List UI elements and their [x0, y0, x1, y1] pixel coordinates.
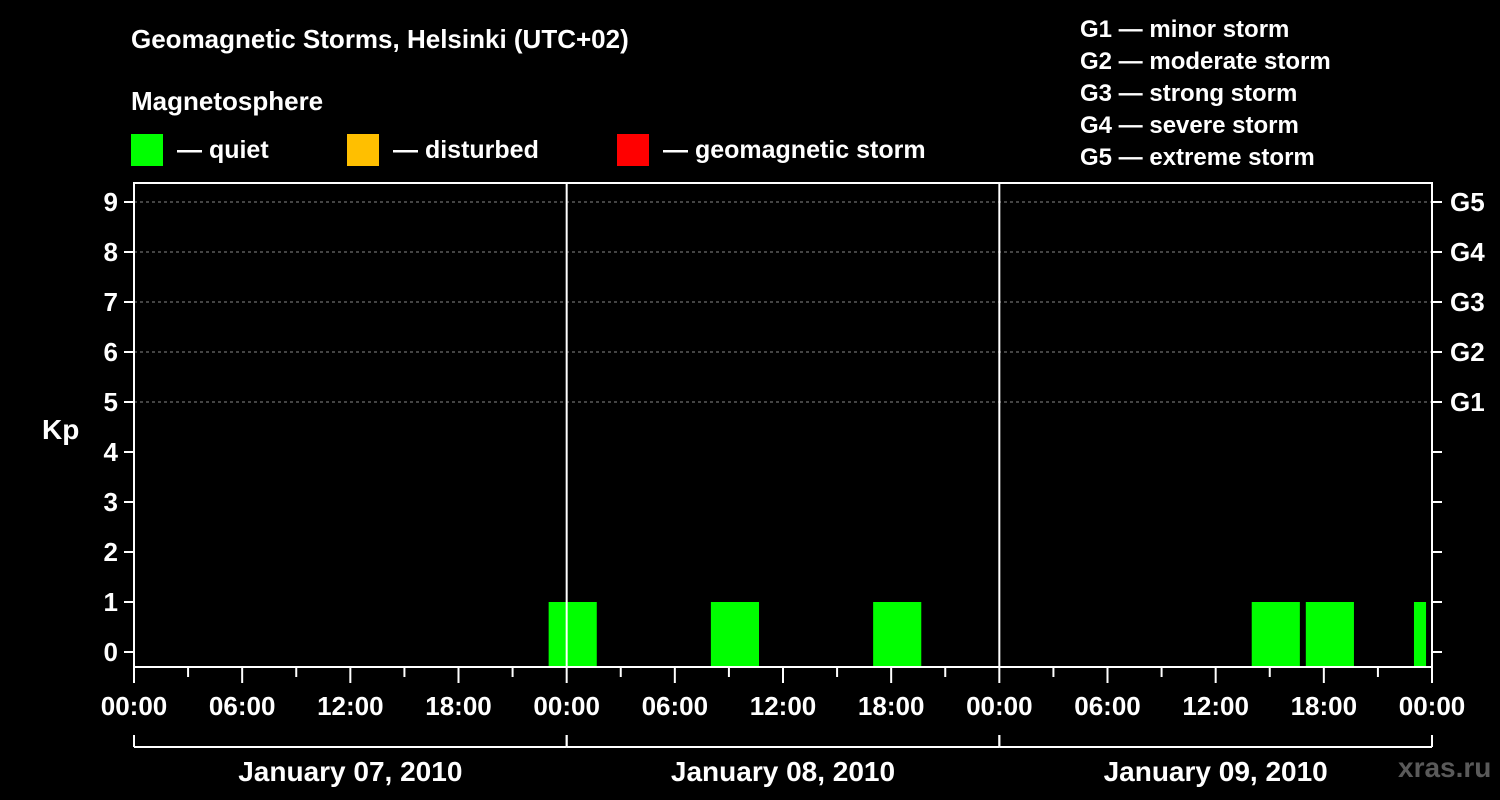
- storm-scale-g5: G5 — extreme storm: [1080, 144, 1315, 171]
- x-tick-label-48h: 00:00: [966, 691, 1033, 721]
- right-axis-label-g4: G4: [1450, 237, 1485, 267]
- legend-item-quiet: — quiet: [131, 134, 269, 166]
- kp-bar-5: [1305, 602, 1354, 667]
- day-label-2: January 08, 2010: [671, 756, 895, 787]
- x-tick-label-42h: 18:00: [858, 691, 925, 721]
- storm-scale-g2: G2 — moderate storm: [1080, 48, 1331, 75]
- legend-swatch-storm: [617, 134, 649, 166]
- y-tick-label-9: 9: [104, 187, 118, 217]
- x-tick-label-72h: 00:00: [1399, 691, 1466, 721]
- plot-frame: [133, 182, 1433, 668]
- right-axis-label-g5: G5: [1450, 187, 1485, 217]
- legend-item-storm: — geomagnetic storm: [617, 134, 926, 166]
- storm-scale-key: G1 — minor storm G2 — moderate storm G3 …: [1080, 14, 1331, 174]
- kp-bar-6: [1413, 602, 1427, 667]
- legend-label-disturbed: — disturbed: [393, 135, 539, 164]
- kp-bar-2: [710, 602, 760, 667]
- storm-scale-g1: G1 — minor storm: [1080, 16, 1290, 43]
- legend-swatch-disturbed: [347, 134, 379, 166]
- x-tick-label-12h: 12:00: [317, 691, 384, 721]
- right-axis-label-g2: G2: [1450, 337, 1485, 367]
- kp-bar-1: [548, 602, 597, 667]
- chart-title: Geomagnetic Storms, Helsinki (UTC+02): [131, 24, 629, 54]
- legend-item-disturbed: — disturbed: [347, 134, 539, 166]
- x-tick-label-36h: 12:00: [750, 691, 817, 721]
- legend-label-storm: — geomagnetic storm: [663, 135, 926, 164]
- y-tick-label-7: 7: [104, 287, 118, 317]
- x-tick-label-0h: 00:00: [101, 691, 168, 721]
- y-axis-label: Kp: [42, 414, 79, 445]
- y-tick-label-2: 2: [104, 537, 118, 567]
- x-tick-label-54h: 06:00: [1074, 691, 1141, 721]
- right-axis-label-g1: G1: [1450, 387, 1485, 417]
- legend-swatch-quiet: [131, 134, 163, 166]
- day-label-3: January 09, 2010: [1104, 756, 1328, 787]
- y-tick-label-8: 8: [104, 237, 118, 267]
- x-tick-label-30h: 06:00: [642, 691, 709, 721]
- y-tick-label-6: 6: [104, 337, 118, 367]
- x-tick-label-24h: 00:00: [533, 691, 600, 721]
- x-tick-label-6h: 06:00: [209, 691, 276, 721]
- right-axis-label-g3: G3: [1450, 287, 1485, 317]
- watermark: xras.ru: [1398, 752, 1492, 783]
- day-label-1: January 07, 2010: [238, 756, 462, 787]
- x-tick-label-18h: 18:00: [425, 691, 492, 721]
- storm-scale-g3: G3 — strong storm: [1080, 80, 1298, 107]
- y-tick-label-1: 1: [104, 587, 118, 617]
- y-tick-label-5: 5: [104, 387, 118, 417]
- legend-label-quiet: — quiet: [177, 135, 269, 164]
- kp-bar-3: [873, 602, 922, 667]
- storm-scale-g4: G4 — severe storm: [1080, 112, 1299, 139]
- x-tick-label-66h: 18:00: [1291, 691, 1358, 721]
- kp-bar-4: [1251, 602, 1300, 667]
- magnetosphere-label: Magnetosphere: [131, 86, 324, 116]
- y-tick-label-3: 3: [104, 487, 118, 517]
- y-tick-label-4: 4: [104, 437, 119, 467]
- x-tick-label-60h: 12:00: [1182, 691, 1249, 721]
- y-tick-label-0: 0: [104, 637, 118, 667]
